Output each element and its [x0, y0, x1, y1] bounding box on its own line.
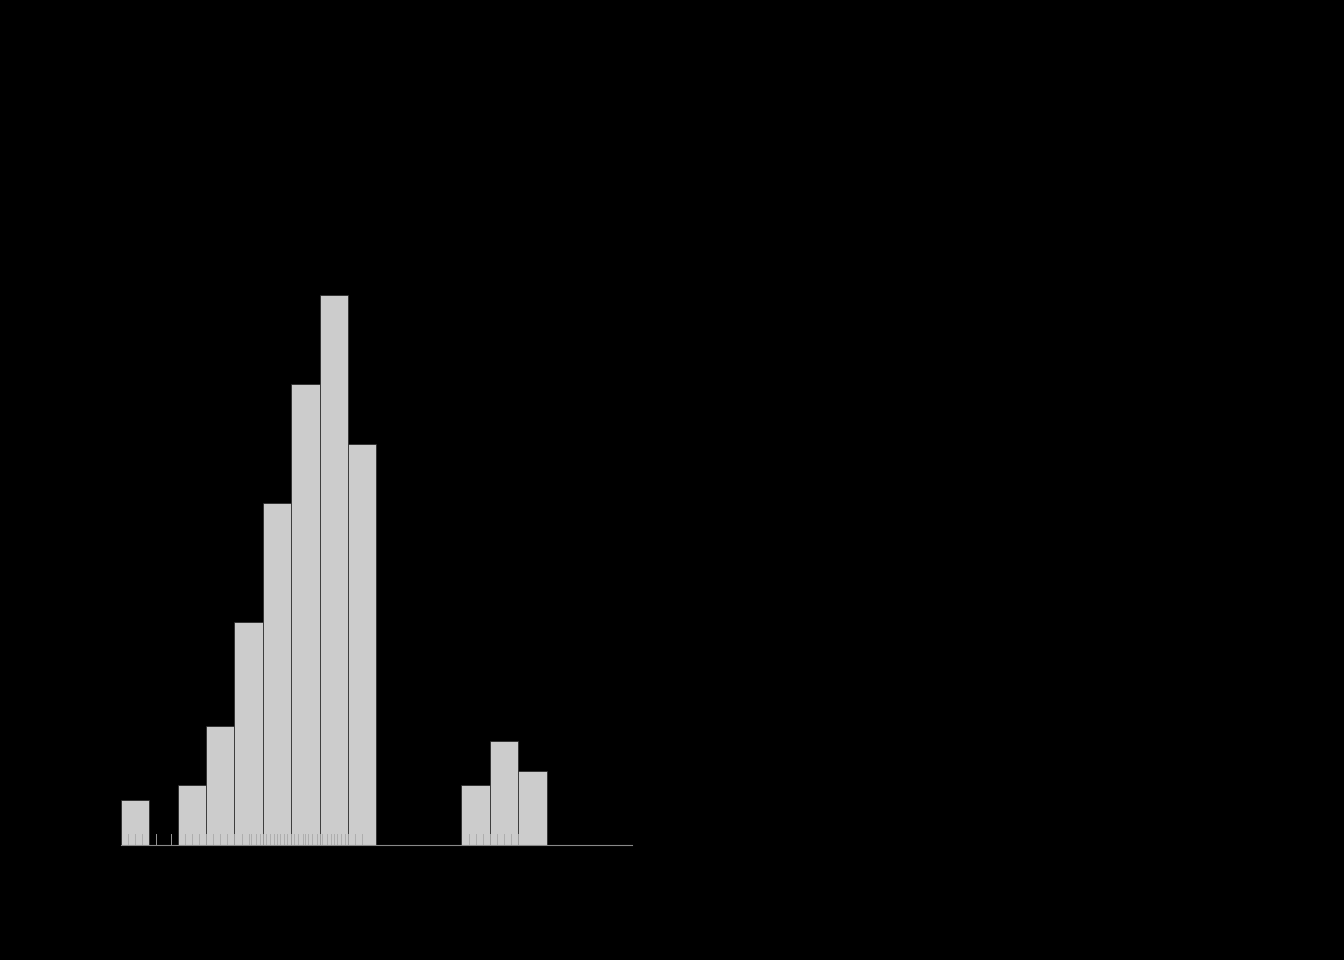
Bar	[263, 503, 292, 845]
Bar	[177, 785, 206, 845]
Bar	[121, 801, 149, 845]
Bar	[348, 444, 376, 845]
Bar	[292, 384, 320, 845]
Bar	[234, 622, 263, 845]
Bar	[320, 295, 348, 845]
Bar	[206, 726, 234, 845]
Bar	[461, 785, 489, 845]
Bar	[519, 771, 547, 845]
Bar	[489, 741, 519, 845]
